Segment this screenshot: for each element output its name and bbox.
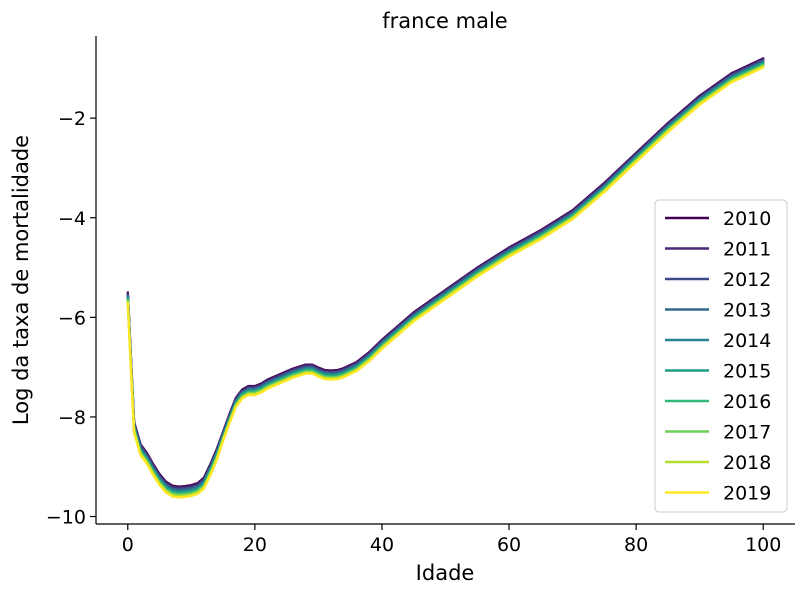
x-tick-label: 0: [122, 534, 134, 556]
legend: 2010 2011 2012 2013 2014 2015 2016 2017 2018 2019: [654, 199, 788, 513]
x-tick-label: 20: [243, 534, 267, 556]
legend-label-2014: 2014: [723, 330, 771, 352]
legend-label-2018: 2018: [723, 452, 771, 474]
y-ticks: −10 −8 −6 −4 −2: [46, 108, 96, 529]
x-tick-label: 100: [745, 534, 781, 556]
legend-label-2012: 2012: [723, 269, 771, 291]
y-tick-label: −10: [46, 507, 86, 529]
y-axis-title: Log da taxa de mortalidade: [9, 135, 33, 425]
legend-label-2010: 2010: [723, 208, 771, 230]
legend-label-2017: 2017: [723, 422, 771, 444]
series-line-2019: [126, 66, 765, 499]
x-tick-label: 60: [497, 534, 521, 556]
x-tick-label: 80: [624, 534, 648, 556]
legend-items: 2010 2011 2012 2013 2014 2015 2016 2017 2018 2019: [665, 208, 771, 505]
legend-label-2016: 2016: [723, 391, 771, 413]
legend-label-2015: 2015: [723, 361, 771, 383]
x-tick-label: 40: [370, 534, 394, 556]
series-layer: [126, 57, 765, 499]
legend-label-2019: 2019: [723, 483, 771, 505]
y-tick-label: −8: [58, 407, 86, 429]
legend-label-2011: 2011: [723, 239, 771, 261]
legend-label-2013: 2013: [723, 300, 771, 322]
x-axis-title: Idade: [416, 561, 475, 585]
y-tick-label: −4: [58, 208, 86, 230]
x-ticks: 0 20 40 60 80 100: [122, 524, 781, 556]
chart-title: france male: [382, 9, 507, 33]
y-tick-label: −6: [58, 307, 86, 329]
y-tick-label: −2: [58, 108, 86, 130]
